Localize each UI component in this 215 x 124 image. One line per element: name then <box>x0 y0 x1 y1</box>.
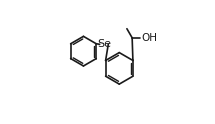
Text: Se: Se <box>97 39 111 48</box>
Text: OH: OH <box>141 32 158 43</box>
